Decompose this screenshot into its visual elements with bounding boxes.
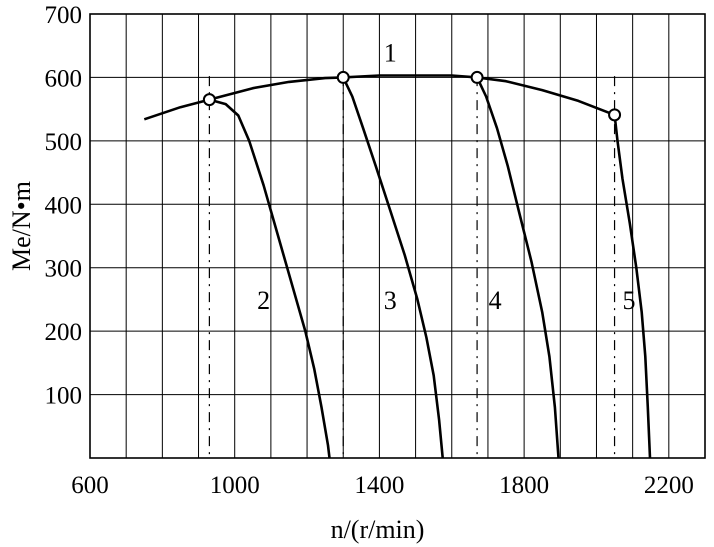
- curve-label-4: 4: [489, 286, 502, 315]
- point-marker: [470, 70, 484, 84]
- y-tick-label: 100: [45, 383, 83, 410]
- curve-label-3: 3: [384, 286, 397, 315]
- y-tick-label: 400: [45, 192, 83, 219]
- curve-4: [475, 76, 560, 459]
- curve-2: [209, 98, 331, 459]
- plot-frame: [89, 13, 706, 459]
- y-tick-label: 700: [45, 2, 83, 29]
- y-axis-label: Me/N•m: [7, 181, 36, 271]
- y-tick-label: 600: [45, 65, 83, 92]
- y-tick-label: 300: [45, 256, 83, 283]
- curve-label-2: 2: [257, 286, 270, 315]
- y-tick-label: 200: [45, 319, 83, 346]
- x-tick-label: 1800: [499, 472, 549, 499]
- point-marker: [608, 108, 622, 122]
- point-marker: [336, 70, 350, 84]
- x-axis-label: n/(r/min): [331, 515, 425, 544]
- curve-1: [143, 74, 616, 121]
- x-tick-label: 2200: [644, 472, 694, 499]
- x-tick-labels: 600 1000 1400 1800 2200: [71, 472, 694, 499]
- point-marker: [202, 93, 216, 107]
- curve-label-1: 1: [384, 39, 397, 68]
- curve-label-5: 5: [623, 286, 636, 315]
- x-tick-label: 600: [71, 472, 109, 499]
- y-tick-labels: 100 200 300 400 500 600 700: [45, 2, 83, 410]
- curve-3: [342, 76, 444, 459]
- curves: [143, 74, 652, 459]
- x-tick-label: 1000: [210, 472, 260, 499]
- y-tick-label: 500: [45, 129, 83, 156]
- grid: [90, 14, 705, 458]
- curve-labels: 1 2 3 4 5: [257, 39, 635, 315]
- x-tick-label: 1400: [354, 472, 404, 499]
- markers: [202, 70, 622, 122]
- dashed-reference-lines: [208, 76, 616, 458]
- curve-5: [613, 114, 652, 459]
